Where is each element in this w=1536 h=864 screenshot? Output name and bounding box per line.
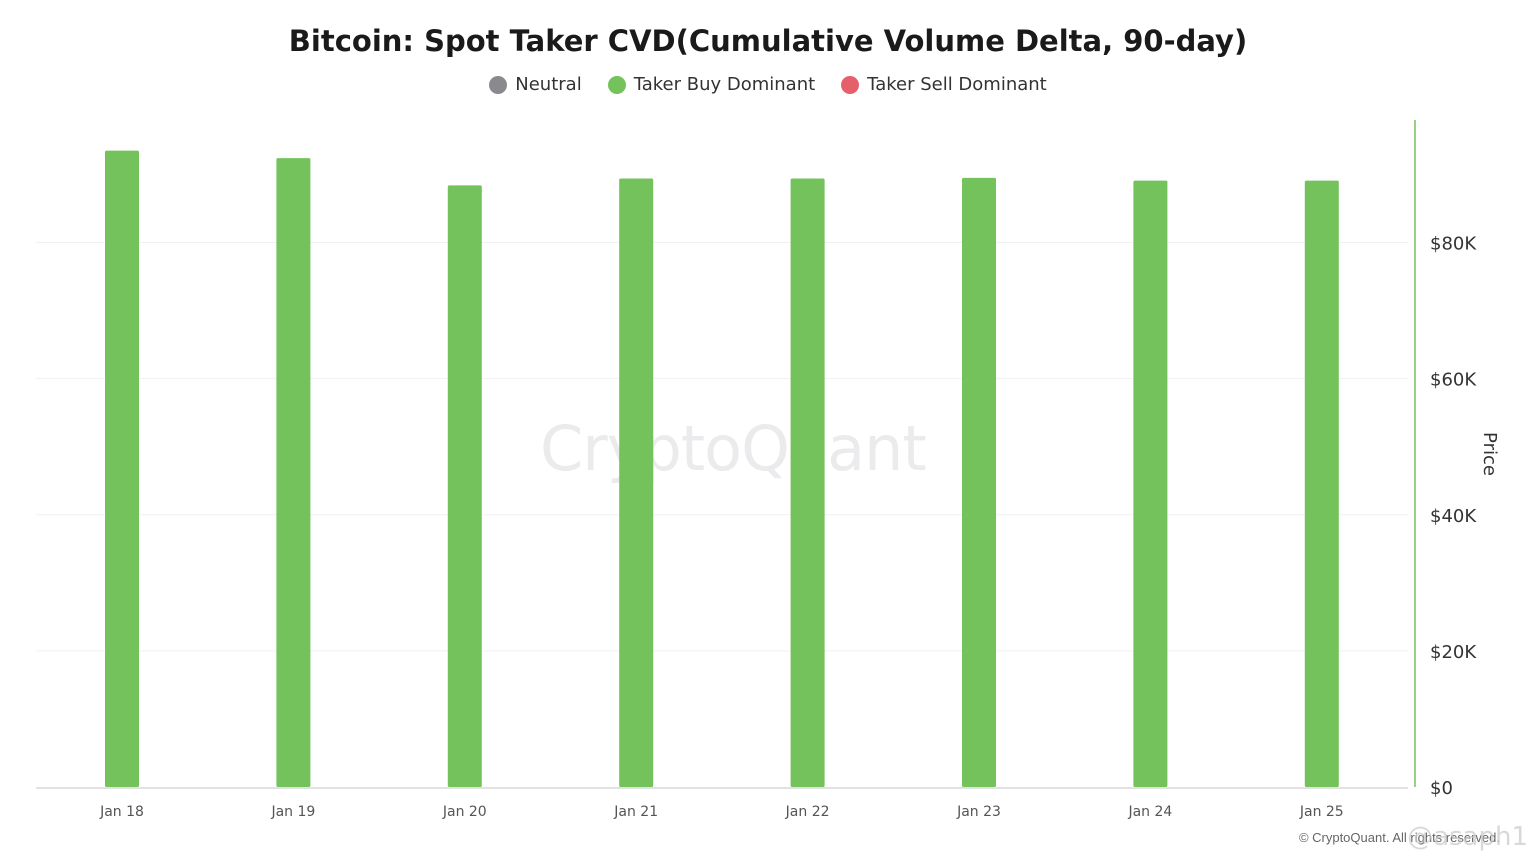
bar xyxy=(276,158,311,788)
legend: Neutral Taker Buy Dominant Taker Sell Do… xyxy=(0,74,1536,95)
bar xyxy=(1133,180,1168,788)
watermark-logo: CryptoQuant xyxy=(540,412,927,485)
bar xyxy=(105,150,139,787)
bar xyxy=(962,177,996,787)
chart-title: Bitcoin: Spot Taker CVD(Cumulative Volum… xyxy=(288,24,1248,58)
x-tick-label: Jan 22 xyxy=(785,804,830,820)
legend-dot-taker-buy xyxy=(607,75,626,94)
legend-item-taker-buy[interactable]: Taker Buy Dominant xyxy=(607,74,816,95)
y-tick-label: $60K xyxy=(1430,370,1477,391)
x-tick-label: Jan 24 xyxy=(1127,804,1172,820)
y-tick-label: $40K xyxy=(1430,506,1477,527)
y-axis-label: Price xyxy=(1479,432,1500,476)
x-tick-label: Jan 18 xyxy=(99,804,144,820)
legend-label-neutral: Neutral xyxy=(515,74,582,95)
legend-dot-taker-sell xyxy=(841,75,860,94)
legend-label-taker-buy: Taker Buy Dominant xyxy=(633,74,816,95)
y-tick-label: $20K xyxy=(1430,642,1477,663)
bar xyxy=(790,178,825,787)
bar xyxy=(1304,180,1339,788)
x-tick-label: Jan 21 xyxy=(613,804,658,820)
copyright-text: © CryptoQuant. All rights reserved. xyxy=(1298,830,1500,845)
author-handle: @asaph1 xyxy=(1407,822,1528,852)
x-tick-label: Jan 20 xyxy=(442,804,487,820)
bar xyxy=(447,185,482,788)
legend-label-taker-sell: Taker Sell Dominant xyxy=(867,74,1047,95)
legend-item-neutral[interactable]: Neutral xyxy=(489,74,582,95)
y-tick-label: $80K xyxy=(1430,234,1477,255)
legend-dot-neutral xyxy=(489,75,508,94)
x-tick-label: Jan 25 xyxy=(1299,804,1344,820)
bar xyxy=(619,178,654,787)
y-tick-label: $0 xyxy=(1430,778,1453,799)
legend-item-taker-sell[interactable]: Taker Sell Dominant xyxy=(841,74,1047,95)
x-tick-label: Jan 19 xyxy=(270,804,315,820)
x-tick-label: Jan 23 xyxy=(956,804,1001,820)
